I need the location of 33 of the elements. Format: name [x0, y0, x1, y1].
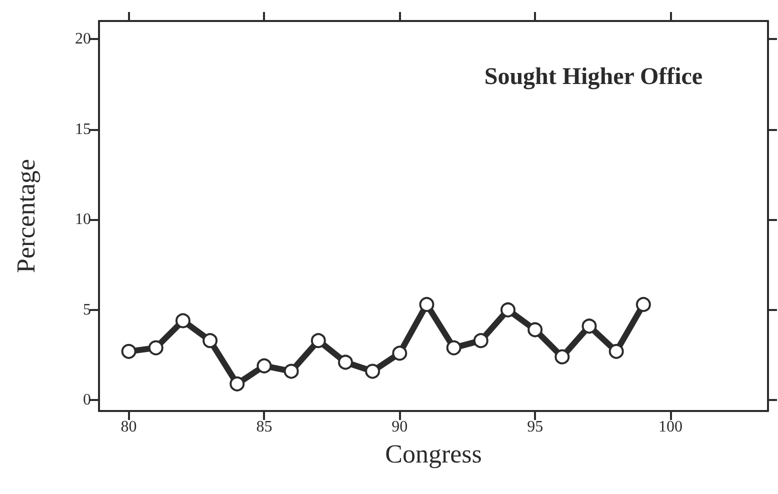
y-axis-title: Percentage: [12, 158, 40, 274]
point: [256, 358, 272, 374]
point: [636, 296, 651, 312]
y-tick-label: 0: [83, 392, 91, 409]
x-tick-label: 95: [527, 418, 544, 436]
point: [528, 322, 543, 338]
point: [554, 349, 570, 364]
point: [148, 340, 164, 356]
y-tick-label: 20: [75, 30, 91, 48]
text: Sought Higher Office: [484, 64, 703, 90]
x-tick-label: 80: [120, 418, 137, 436]
point: [392, 346, 408, 361]
point: [473, 333, 488, 348]
point: [582, 318, 597, 334]
point: [202, 333, 218, 348]
x-tick-label: 100: [658, 418, 682, 436]
point: [419, 296, 434, 312]
x-tick-label: 90: [392, 418, 408, 436]
point: [446, 340, 462, 356]
y-tick-label: 10: [75, 211, 91, 228]
point: [500, 302, 516, 318]
point: [365, 364, 380, 379]
point: [608, 344, 624, 359]
y-tick-label: 15: [75, 120, 91, 138]
x-tick-label: 85: [256, 418, 272, 436]
point: [121, 344, 136, 359]
point: [338, 354, 353, 370]
point: [175, 313, 190, 328]
y-tick-label: 5: [83, 301, 91, 318]
point: [230, 376, 245, 392]
point: [310, 333, 326, 348]
x-axis-title: Congress: [385, 440, 482, 468]
point: [284, 364, 299, 379]
